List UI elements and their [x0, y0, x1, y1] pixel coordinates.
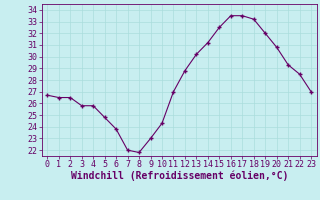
- X-axis label: Windchill (Refroidissement éolien,°C): Windchill (Refroidissement éolien,°C): [70, 171, 288, 181]
